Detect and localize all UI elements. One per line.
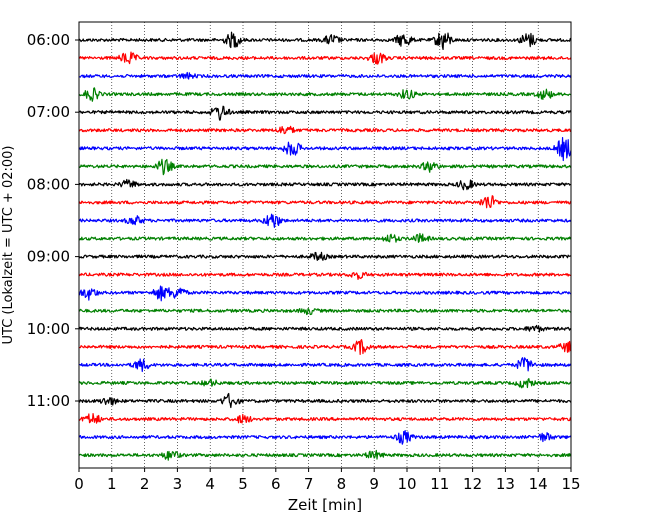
x-tick-label: 6 (271, 475, 281, 493)
x-tick-label: 10 (397, 475, 416, 493)
y-tick-label: 07:00 (27, 103, 70, 121)
y-axis-label: UTC (Lokalzeit = UTC + 02:00) (1, 146, 16, 345)
x-tick-label: 9 (369, 475, 379, 493)
seismic-trace (78, 158, 572, 176)
plot-background (79, 22, 571, 468)
seismic-trace (78, 213, 572, 228)
x-tick-label: 11 (430, 475, 449, 493)
seismic-trace (78, 307, 572, 316)
seismic-trace (78, 429, 572, 445)
x-axis-label: Zeit [min] (288, 496, 362, 514)
seismic-trace (78, 51, 572, 65)
seismic-trace (78, 232, 572, 243)
seismic-trace (78, 271, 572, 280)
x-tick-label: 1 (107, 475, 117, 493)
seismic-trace (78, 377, 572, 389)
x-tick-label: 8 (337, 475, 347, 493)
seismic-trace (78, 178, 572, 191)
seismic-trace (78, 87, 572, 102)
seismic-trace (78, 413, 572, 424)
x-tick-label: 0 (74, 475, 84, 493)
x-tick-label: 13 (496, 475, 515, 493)
seismic-trace (78, 251, 572, 261)
y-tick-label: 08:00 (27, 175, 70, 193)
y-tick-label: 10:00 (27, 320, 70, 338)
trace-group (78, 31, 572, 461)
x-tick-label: 15 (561, 475, 580, 493)
x-tick-label: 4 (205, 475, 215, 493)
y-axis-ticks: 06:00 07:00 08:00 09:00 10:00 11:00 (27, 31, 79, 410)
seismic-trace (78, 136, 572, 162)
y-tick-label: 11:00 (27, 392, 70, 410)
seismic-trace (78, 449, 572, 461)
seismic-trace (78, 195, 572, 209)
x-tick-label: 7 (304, 475, 314, 493)
seismic-trace (78, 324, 572, 333)
y-tick-label: 09:00 (27, 248, 70, 266)
x-tick-label: 5 (238, 475, 248, 493)
x-tick-label: 2 (140, 475, 150, 493)
seismic-trace (78, 71, 572, 80)
y-tick-label: 06:00 (27, 31, 70, 49)
x-axis-ticks: 0 1 2 3 4 5 6 7 8 9 10 11 12 13 14 15 (74, 468, 581, 493)
seismic-trace (78, 31, 572, 51)
seismic-trace (78, 357, 572, 373)
seismic-trace (78, 125, 572, 135)
x-tick-label: 14 (529, 475, 548, 493)
seismic-trace (78, 285, 572, 302)
x-tick-label: 3 (173, 475, 183, 493)
x-tick-label: 12 (463, 475, 482, 493)
seismic-trace (78, 339, 572, 356)
plot-frame (78, 21, 572, 469)
seismic-trace (78, 105, 572, 121)
seismic-trace (78, 392, 572, 409)
